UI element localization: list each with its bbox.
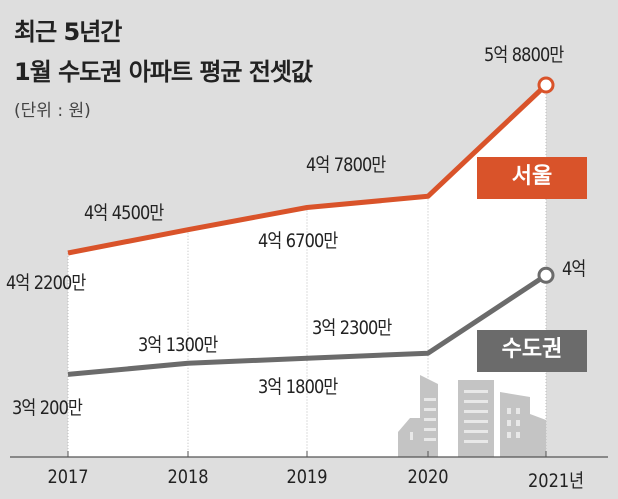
- year-guide-lines: [67, 85, 547, 457]
- x-tick-label: 2017: [47, 466, 89, 488]
- data-label: 3억 1800만: [258, 376, 338, 398]
- capital-region-line: [67, 273, 548, 377]
- legend-capital-region: 수도권: [477, 330, 587, 372]
- unit-note: (단위 : 원): [14, 101, 91, 121]
- data-label: 5억 8800만: [484, 44, 564, 66]
- seoul-endpoint-marker: [537, 76, 555, 94]
- data-label: 3억 1300만: [138, 334, 218, 356]
- chart-title-line2: 1월 수도권 아파트 평균 전셋값: [14, 58, 313, 86]
- x-tick-label: 2021년: [528, 470, 584, 492]
- x-axis-ticks: [67, 451, 547, 457]
- x-tick-label: 2019: [286, 466, 328, 488]
- data-label: 4억 7800만: [306, 154, 386, 176]
- data-label: 3억 200만: [12, 397, 83, 419]
- data-label: 4억 2200만: [6, 272, 86, 294]
- data-label: 3억 2300만: [312, 317, 392, 339]
- data-label: 4억 6700만: [258, 230, 338, 252]
- buildings-illustration: [398, 375, 546, 457]
- x-tick-label: 2018: [167, 466, 209, 488]
- chart-title-line1: 최근 5년간: [14, 18, 122, 46]
- data-label: 4억 4500만: [84, 202, 164, 224]
- seoul-line: [67, 83, 548, 256]
- x-tick-label: 2020: [407, 466, 449, 488]
- data-label: 4억: [562, 258, 586, 280]
- legend-seoul: 서울: [477, 157, 587, 199]
- capital-region-endpoint-marker: [537, 266, 555, 284]
